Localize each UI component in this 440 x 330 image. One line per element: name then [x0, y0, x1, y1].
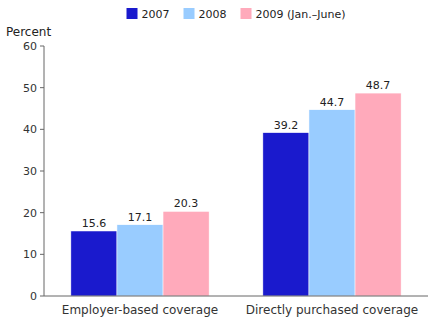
y-tick	[40, 46, 44, 47]
data-label: 20.3	[174, 197, 199, 210]
y-tick	[40, 87, 44, 88]
bar	[163, 211, 209, 296]
data-label: 44.7	[320, 96, 345, 109]
x-axis-line	[44, 296, 428, 297]
legend: 2007 2008 2009 (Jan.–June)	[127, 8, 346, 21]
legend-label: 2009 (Jan.–June)	[256, 8, 346, 21]
y-tick	[40, 212, 44, 213]
y-axis-label: Percent	[6, 25, 51, 39]
bars	[71, 93, 401, 296]
data-label: 15.6	[82, 217, 107, 230]
bar	[117, 225, 163, 296]
legend-label: 2008	[199, 8, 227, 21]
legend-swatch	[127, 8, 138, 19]
bar	[355, 93, 401, 296]
legend-item: 2007	[127, 8, 170, 21]
legend-swatch	[241, 8, 252, 19]
legend-label: 2007	[142, 8, 170, 21]
y-tick-label: 10	[23, 248, 37, 261]
y-tick-label: 60	[23, 40, 37, 53]
bar	[309, 110, 355, 296]
data-label: 48.7	[366, 79, 391, 92]
y-tick	[40, 129, 44, 130]
y-tick-label: 40	[23, 123, 37, 136]
data-label: 39.2	[274, 119, 299, 132]
bar	[71, 231, 117, 296]
y-tick	[40, 296, 44, 297]
y-tick	[40, 254, 44, 255]
x-tick-label: Directly purchased coverage	[246, 303, 418, 317]
y-tick	[40, 171, 44, 172]
y-axis-line	[44, 46, 45, 296]
y-tick-label: 0	[30, 290, 37, 303]
y-tick-label: 50	[23, 82, 37, 95]
y-tick-label: 20	[23, 207, 37, 220]
y-tick-label: 30	[23, 165, 37, 178]
legend-item: 2009 (Jan.–June)	[241, 8, 346, 21]
data-labels: 15.6 39.2 17.1 44.7 20.3 48.7	[82, 79, 391, 230]
legend-item: 2008	[184, 8, 227, 21]
data-label: 17.1	[128, 211, 153, 224]
x-tick-label: Employer-based coverage	[62, 303, 218, 317]
legend-swatch	[184, 8, 195, 19]
bar	[263, 133, 309, 296]
chart: 2007 2008 2009 (Jan.–June) Percent 0 10 20 30 40…	[0, 0, 440, 330]
